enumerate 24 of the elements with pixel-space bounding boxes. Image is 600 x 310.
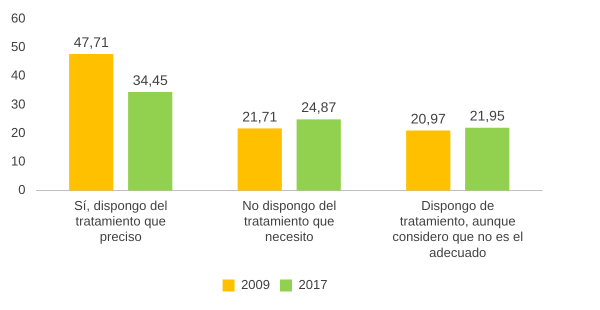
bar bbox=[128, 92, 172, 191]
legend-label: 2017 bbox=[298, 277, 328, 292]
bar bbox=[406, 130, 450, 191]
y-tick-label: 50 bbox=[10, 39, 26, 54]
y-tick-label: 60 bbox=[10, 10, 26, 26]
y-tick-label: 0 bbox=[18, 182, 26, 198]
x-tick-label: Dispongo de tratamiento, aunque considero que no es el adecuado bbox=[392, 198, 524, 260]
bar bbox=[465, 128, 510, 191]
y-tick-label: 20 bbox=[10, 124, 26, 140]
data-label: 47,71 bbox=[74, 34, 109, 50]
data-label: 20,97 bbox=[410, 110, 446, 126]
bar bbox=[238, 128, 282, 191]
x-tick-label: No dispongo del tratamiento que necesito bbox=[242, 198, 336, 244]
y-tick-label: 30 bbox=[10, 96, 26, 112]
data-label: 24,87 bbox=[301, 99, 336, 116]
x-tick-label: Sí, dispongo del tratamiento que preciso bbox=[74, 198, 168, 244]
data-label: 34,45 bbox=[132, 72, 168, 88]
data-label: 21,71 bbox=[242, 108, 278, 124]
legend-label: 2009 bbox=[241, 277, 270, 292]
y-tick-label: 40 bbox=[10, 68, 26, 83]
bar bbox=[296, 119, 341, 191]
data-label: 21,95 bbox=[470, 108, 505, 124]
y-tick-label: 10 bbox=[10, 154, 26, 169]
bar bbox=[69, 54, 114, 191]
